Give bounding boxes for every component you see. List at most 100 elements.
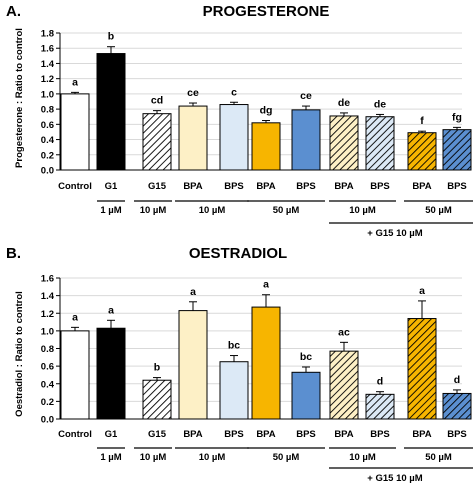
significance-letter: de: [374, 98, 386, 110]
y-tick-label: 1.8: [41, 29, 54, 40]
category-label: Control: [58, 181, 92, 192]
category-label: BPA: [183, 181, 202, 192]
significance-letter: bc: [228, 340, 240, 352]
significance-letter: d: [454, 374, 460, 386]
dose-label: 10 µM: [140, 452, 167, 463]
panel-a-y-tick-labels: 0.0 0.2 0.4 0.6 0.8 1.0 1.2 1.4 1.6 1.8: [41, 29, 55, 177]
bar: [96, 327, 126, 420]
panel-b-bars: [60, 306, 472, 420]
significance-letter: b: [154, 362, 160, 374]
bar: [60, 93, 90, 171]
category-label: BPA: [412, 429, 431, 440]
category-label: BPA: [256, 181, 275, 192]
category-label: BPA: [256, 429, 275, 440]
bar: [60, 330, 90, 420]
panel-b-y-tick-labels: 0.0 0.2 0.4 0.6 0.8 1.0 1.2 1.4 1.6: [41, 274, 55, 426]
y-tick-label: 1.6: [41, 44, 54, 55]
category-label: G1: [105, 181, 118, 192]
dose-label: 10 µM: [199, 452, 226, 463]
panel-b-group-label: + G15 10 µM: [367, 473, 422, 484]
significance-letter: ce: [300, 90, 312, 102]
panel-b-dose-labels: 1 µM 10 µM 10 µM 50 µM 10 µM 50 µM: [97, 447, 473, 469]
significance-letter: a: [419, 285, 425, 297]
bar: [442, 129, 472, 171]
category-label: BPS: [224, 181, 244, 192]
dose-label: 50 µM: [273, 205, 300, 216]
y-tick-label: 1.6: [41, 274, 54, 285]
y-tick-label: 0.4: [41, 379, 55, 390]
y-tick-label: 1.2: [41, 74, 54, 85]
category-label: BPA: [412, 181, 431, 192]
bar: [329, 350, 359, 420]
dose-label: 10 µM: [349, 205, 376, 216]
significance-letter: ce: [187, 87, 199, 99]
panel-a-group-label: + G15 10 µM: [367, 228, 422, 239]
dose-label: 50 µM: [425, 205, 452, 216]
bar: [142, 113, 172, 171]
panel-a: A. PROGESTERONE Progesterone : Ratio to …: [6, 3, 473, 239]
bar: [251, 306, 281, 420]
bar: [329, 115, 359, 171]
category-label: BPS: [370, 429, 390, 440]
y-tick-label: 0.6: [41, 362, 54, 373]
panel-b: B. OESTRADIOL Oestradiol : Ratio to cont…: [6, 245, 473, 484]
significance-letter: de: [338, 97, 350, 109]
category-label: Control: [58, 429, 92, 440]
y-tick-label: 0.2: [41, 150, 54, 161]
category-label: BPA: [334, 181, 353, 192]
panel-b-significance-letters: a a b a bc a bc ac d a d: [72, 279, 460, 388]
bar: [219, 104, 249, 171]
dose-label: 50 µM: [425, 452, 452, 463]
bar: [407, 132, 437, 171]
y-tick-label: 0.2: [41, 397, 54, 408]
dose-label: 1 µM: [100, 452, 121, 463]
significance-letter: a: [263, 279, 269, 291]
category-label: BPA: [334, 429, 353, 440]
bar: [365, 393, 395, 420]
dose-label: 10 µM: [349, 452, 376, 463]
significance-letter: d: [377, 376, 383, 388]
dose-label: 10 µM: [140, 205, 167, 216]
category-label: BPS: [296, 429, 316, 440]
category-label: BPS: [296, 181, 316, 192]
y-tick-label: 0.8: [41, 344, 54, 355]
bar: [291, 109, 321, 171]
y-tick-label: 1.4: [41, 291, 55, 302]
significance-letter: bc: [300, 351, 312, 363]
panel-b-label: B.: [6, 245, 21, 262]
bar: [219, 361, 249, 420]
panel-a-dose-labels: 1 µM 10 µM 10 µM 50 µM 10 µM 50 µM: [97, 200, 473, 224]
bar: [178, 310, 208, 420]
panel-a-ylabel: Progesterone : Ratio to control: [14, 28, 25, 168]
bar: [407, 318, 437, 420]
bar: [291, 371, 321, 420]
y-tick-label: 0.4: [41, 135, 55, 146]
category-label: BPS: [447, 181, 467, 192]
panel-a-axes: [59, 33, 462, 171]
category-label: G15: [148, 429, 167, 440]
y-tick-label: 0.6: [41, 120, 54, 131]
category-label: G15: [148, 181, 167, 192]
significance-letter: fg: [452, 111, 462, 123]
y-tick-label: 1.4: [41, 59, 55, 70]
category-label: G1: [105, 429, 118, 440]
significance-letter: b: [108, 31, 114, 43]
bar: [96, 53, 126, 171]
category-label: BPS: [370, 181, 390, 192]
panel-b-category-labels: Control G1 G15 BPA BPS BPA BPS BPA BPS BPA BPS: [58, 429, 467, 440]
significance-letter: c: [231, 86, 237, 98]
dose-label: 50 µM: [273, 452, 300, 463]
significance-letter: f: [420, 115, 424, 127]
bar: [142, 379, 172, 420]
panel-b-axes: [59, 278, 462, 420]
bar: [178, 105, 208, 171]
bar: [442, 392, 472, 420]
significance-letter: a: [72, 76, 78, 88]
significance-letter: a: [190, 286, 196, 298]
y-tick-label: 0.0: [41, 415, 54, 426]
panel-b-error-bars: [71, 294, 461, 395]
significance-letter: ac: [338, 326, 350, 338]
y-tick-label: 1.0: [41, 89, 54, 100]
panel-b-ylabel: Oestradiol : Ratio to control: [14, 291, 25, 417]
